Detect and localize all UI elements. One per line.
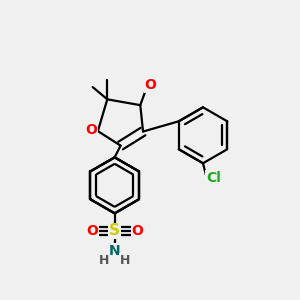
Text: O: O [131,224,143,238]
Text: H: H [99,254,110,267]
Text: O: O [85,123,97,137]
Text: O: O [144,78,156,92]
Text: O: O [86,224,98,238]
Text: N: N [109,244,121,258]
Text: S: S [109,224,120,238]
Text: Cl: Cl [206,171,221,185]
Text: H: H [120,254,130,267]
